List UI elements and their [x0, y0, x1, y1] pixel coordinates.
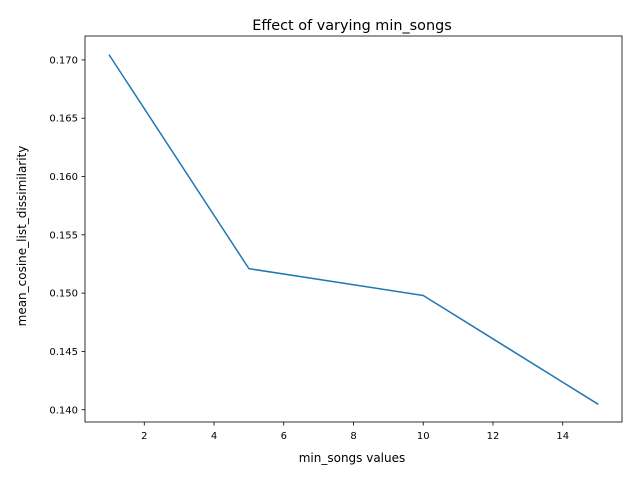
axes-frame — [84, 35, 623, 423]
x-tick-label: 6 — [281, 431, 287, 442]
y-tick-label: 0.145 — [49, 347, 78, 358]
x-tick-label: 14 — [556, 431, 569, 442]
x-tick-label: 2 — [141, 431, 147, 442]
y-tick-label: 0.160 — [49, 172, 78, 183]
y-axis-ticks: 0.140 0.145 0.150 0.155 0.160 0.165 0.170 — [49, 55, 85, 416]
chart-title: Effect of varying min_songs — [252, 18, 451, 34]
x-axis-ticks: 2 4 6 8 10 12 14 — [141, 422, 569, 442]
x-tick-label: 12 — [487, 431, 500, 442]
x-axis-label: min_songs values — [299, 451, 406, 465]
y-tick-label: 0.170 — [49, 55, 78, 66]
y-tick-label: 0.155 — [49, 230, 78, 241]
y-tick-label: 0.150 — [49, 289, 78, 300]
x-tick-label: 8 — [350, 431, 356, 442]
x-tick-label: 10 — [417, 431, 430, 442]
y-tick-label: 0.165 — [49, 114, 78, 125]
x-tick-label: 4 — [211, 431, 217, 442]
plot-area — [84, 35, 623, 423]
y-tick-label: 0.140 — [49, 405, 78, 416]
series-line-0 — [108, 54, 599, 405]
y-axis-label: mean_cosine_list_dissimilarity — [15, 146, 29, 327]
